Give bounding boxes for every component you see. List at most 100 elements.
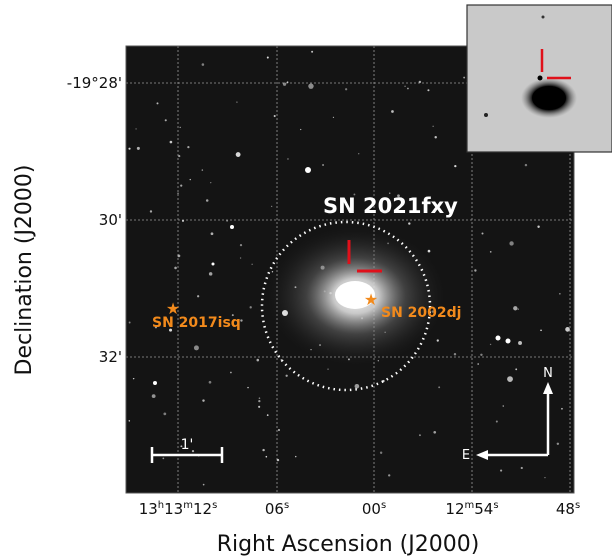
star — [509, 241, 514, 246]
star — [277, 428, 281, 432]
star — [193, 345, 199, 351]
star — [231, 314, 234, 317]
star — [427, 249, 431, 253]
star — [239, 257, 242, 259]
tick-unit: s — [212, 500, 217, 511]
star — [537, 225, 540, 229]
tick-unit: s — [575, 500, 580, 511]
star — [256, 358, 260, 362]
star — [502, 405, 504, 407]
scale-label: 1' — [181, 437, 194, 453]
y-tick-label: 32' — [99, 348, 122, 366]
star — [474, 269, 477, 272]
star — [481, 232, 484, 235]
star — [432, 125, 434, 128]
star — [354, 383, 360, 389]
star — [305, 167, 311, 173]
star — [358, 153, 360, 155]
star — [162, 457, 165, 460]
tick-unit: h — [158, 500, 164, 511]
star — [276, 458, 280, 462]
tick-unit: s — [381, 500, 386, 511]
star — [518, 340, 522, 345]
star — [174, 266, 177, 270]
star — [164, 119, 167, 122]
tick-unit: s — [493, 500, 498, 511]
compass-label: N — [543, 366, 553, 381]
star-marker: ★ — [166, 299, 180, 318]
image-frame — [125, 45, 575, 494]
star — [285, 374, 288, 377]
star — [201, 169, 204, 171]
tick-unit: m — [183, 500, 193, 511]
star — [353, 193, 356, 196]
star — [191, 449, 195, 453]
star — [239, 244, 243, 247]
galaxy-core — [335, 281, 375, 309]
star — [489, 250, 492, 253]
star — [210, 182, 212, 184]
star — [266, 414, 269, 416]
star — [132, 377, 135, 380]
compass-arrow — [543, 382, 553, 394]
star — [404, 85, 406, 87]
star — [308, 83, 314, 89]
star — [153, 381, 157, 385]
star — [540, 329, 542, 332]
tick-number: 13 — [139, 500, 158, 518]
star — [151, 394, 156, 399]
star — [480, 353, 483, 356]
star — [236, 101, 238, 103]
star — [169, 140, 173, 144]
star — [177, 254, 181, 258]
star — [505, 338, 511, 344]
y-tick-label: -19°28' — [67, 74, 122, 92]
star — [154, 326, 158, 329]
star — [389, 192, 391, 194]
y-axis-label: Declination (J2000) — [12, 165, 37, 376]
star — [311, 50, 314, 53]
tick-number: 48 — [556, 500, 575, 518]
star — [327, 368, 329, 370]
star — [427, 89, 430, 92]
star — [544, 477, 546, 479]
star — [258, 397, 261, 399]
star — [513, 306, 518, 311]
star — [136, 146, 140, 150]
x-ticks: 13h13m12s 06s 00s 12m54s 48s — [139, 500, 580, 518]
star — [453, 353, 457, 356]
star — [181, 219, 185, 222]
star — [149, 210, 153, 213]
star — [262, 448, 265, 452]
star — [169, 328, 173, 332]
star — [180, 184, 183, 187]
star — [322, 164, 325, 166]
star — [397, 194, 400, 198]
star — [208, 380, 212, 384]
x-axis-label: Right Ascension (J2000) — [217, 532, 480, 557]
compass-label: E — [462, 448, 470, 463]
tick-number: 12 — [445, 500, 464, 518]
x-tick-label: 06s — [265, 500, 289, 518]
star — [524, 163, 528, 167]
star — [163, 412, 167, 416]
star — [208, 272, 213, 276]
star — [515, 368, 518, 371]
star — [128, 321, 131, 324]
tick-unit: m — [465, 500, 475, 511]
star — [266, 56, 269, 59]
star — [436, 339, 439, 342]
star — [332, 116, 335, 119]
star — [300, 128, 302, 131]
star — [495, 335, 501, 341]
inset-star — [484, 113, 488, 117]
star — [135, 128, 137, 130]
star — [433, 430, 437, 434]
tick-number: 12 — [193, 500, 212, 518]
tick-number: 13 — [164, 500, 183, 518]
star — [434, 136, 437, 139]
star — [391, 110, 394, 113]
x-tick-label: 13h13m12s — [139, 500, 218, 518]
